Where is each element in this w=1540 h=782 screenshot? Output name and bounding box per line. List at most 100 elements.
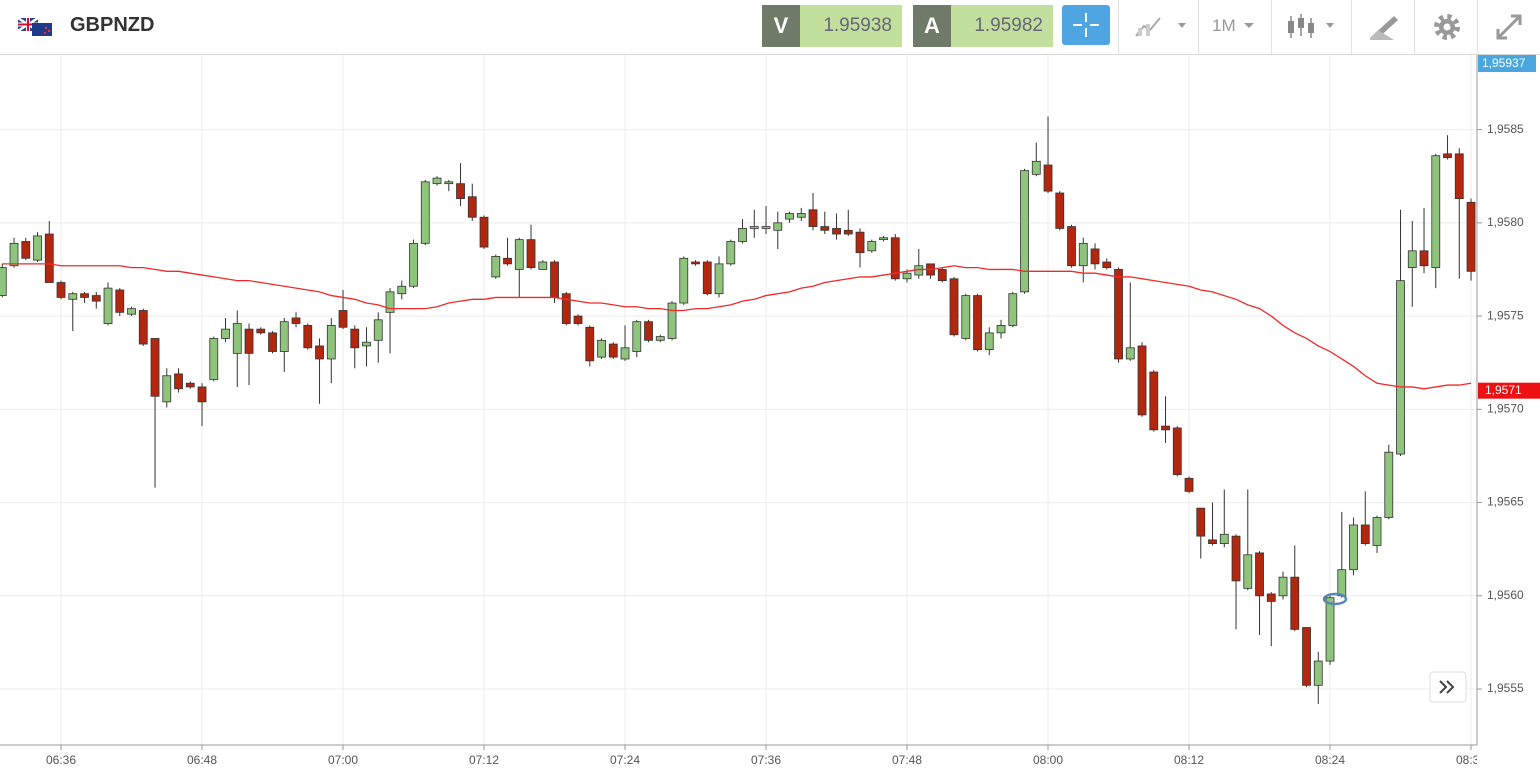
candle-body bbox=[150, 338, 160, 397]
candle-body bbox=[561, 293, 571, 324]
timeframe-caret bbox=[1244, 23, 1254, 28]
candle-body bbox=[879, 237, 888, 241]
flag-icon bbox=[18, 18, 52, 36]
candle-type-button[interactable] bbox=[1286, 12, 1342, 42]
candle-body bbox=[185, 382, 195, 388]
candle-body bbox=[773, 222, 783, 231]
separator bbox=[1477, 0, 1478, 54]
candle-body bbox=[350, 328, 360, 349]
candle-body bbox=[585, 326, 595, 362]
candle-body bbox=[44, 233, 54, 283]
candle-body bbox=[1161, 425, 1170, 431]
candle-body bbox=[573, 315, 583, 324]
candle-body bbox=[456, 183, 465, 199]
candle-body bbox=[244, 328, 254, 354]
chart-type-button[interactable] bbox=[1134, 14, 1190, 40]
separator bbox=[1198, 0, 1199, 54]
drawing-button[interactable] bbox=[1368, 12, 1400, 42]
candle-body bbox=[526, 239, 536, 268]
candle-body bbox=[796, 213, 806, 218]
candle-body bbox=[138, 310, 148, 345]
candle-body bbox=[420, 181, 430, 244]
candle-body bbox=[21, 241, 31, 259]
candle-body bbox=[691, 261, 700, 265]
candle-body bbox=[597, 339, 606, 358]
candle-body bbox=[785, 213, 794, 220]
crosshair-button[interactable] bbox=[1062, 5, 1110, 45]
candle-body bbox=[1208, 539, 1217, 544]
candle-body bbox=[1443, 153, 1452, 158]
candle-body bbox=[1396, 280, 1405, 455]
candle-body bbox=[479, 216, 489, 248]
x-tick-label: 08:12 bbox=[1174, 753, 1204, 767]
candle-body bbox=[1102, 261, 1112, 268]
x-tick-label: 06:36 bbox=[46, 753, 76, 767]
candle-body bbox=[1031, 160, 1041, 175]
scroll-button[interactable] bbox=[1429, 671, 1467, 703]
candle-body bbox=[268, 332, 277, 352]
settings-button[interactable] bbox=[1432, 12, 1462, 42]
x-tick-label: 06:48 bbox=[187, 753, 217, 767]
separator bbox=[1118, 0, 1119, 54]
buy-price[interactable]: 1.95982 bbox=[951, 5, 1053, 47]
candle-body bbox=[1278, 576, 1288, 597]
candle-body bbox=[937, 269, 947, 282]
candle-body bbox=[279, 321, 289, 352]
candle-body bbox=[338, 310, 348, 328]
candle-body bbox=[538, 261, 548, 270]
y-tick-label: 1,9565 bbox=[1487, 495, 1524, 509]
candle-body bbox=[832, 228, 841, 235]
fullscreen-button[interactable] bbox=[1494, 12, 1524, 42]
scroll-button-bg bbox=[1429, 671, 1467, 703]
symbol[interactable]: GBPNZD bbox=[70, 14, 155, 36]
y-tick-label: 1,9575 bbox=[1487, 308, 1524, 322]
candle-body bbox=[1020, 170, 1029, 293]
candle-body bbox=[0, 267, 7, 296]
candle-body bbox=[103, 287, 113, 324]
candle-body bbox=[1407, 250, 1417, 268]
buy-button[interactable]: A bbox=[913, 5, 951, 47]
candle-body bbox=[221, 328, 230, 339]
candle-body bbox=[1219, 533, 1229, 544]
candle-body bbox=[68, 293, 78, 300]
timeframe-button[interactable]: 1M bbox=[1212, 16, 1236, 35]
candle-body bbox=[1043, 164, 1053, 192]
candle-body bbox=[9, 242, 19, 267]
candle-body bbox=[1255, 552, 1264, 597]
candle-body bbox=[1196, 507, 1206, 537]
candle-body bbox=[1372, 517, 1382, 546]
candle-body bbox=[209, 338, 219, 380]
candle-body bbox=[667, 302, 677, 339]
candle-body bbox=[655, 336, 665, 341]
scroll-button-icon bbox=[1439, 680, 1455, 694]
candle-body bbox=[1337, 569, 1347, 597]
x-tick-label: 08:36 bbox=[1456, 753, 1486, 767]
separator bbox=[1271, 0, 1272, 54]
candle-body bbox=[326, 325, 336, 360]
candle-body bbox=[1055, 192, 1065, 229]
candle-body bbox=[1184, 477, 1194, 492]
candle-body bbox=[91, 295, 101, 302]
candle-body bbox=[1349, 524, 1358, 571]
candle-body bbox=[1454, 153, 1464, 199]
x-tick-label: 07:24 bbox=[610, 753, 640, 767]
candle-body bbox=[1090, 248, 1100, 265]
candle-body bbox=[1125, 347, 1135, 360]
candle-body bbox=[291, 317, 301, 324]
sell-button[interactable]: V bbox=[762, 5, 800, 47]
x-axis-labels: 06:36 06:48 07:00 07:12 07:24 07:36 07:48 08:00… bbox=[46, 753, 1486, 767]
y-tick-label: 1,9555 bbox=[1487, 681, 1524, 695]
candle-body bbox=[820, 226, 830, 231]
candle-body bbox=[373, 319, 383, 341]
candle-body bbox=[644, 321, 653, 341]
candle-body bbox=[33, 235, 42, 261]
candle-body bbox=[80, 293, 89, 298]
candle-body bbox=[714, 263, 724, 295]
sell-price[interactable]: 1.95938 bbox=[800, 5, 902, 47]
x-tick-label: 07:12 bbox=[469, 753, 499, 767]
candle-body bbox=[867, 241, 877, 252]
y-tick-label: 1,9580 bbox=[1487, 215, 1524, 229]
candle-body bbox=[1243, 554, 1253, 589]
candle-body bbox=[620, 347, 630, 360]
